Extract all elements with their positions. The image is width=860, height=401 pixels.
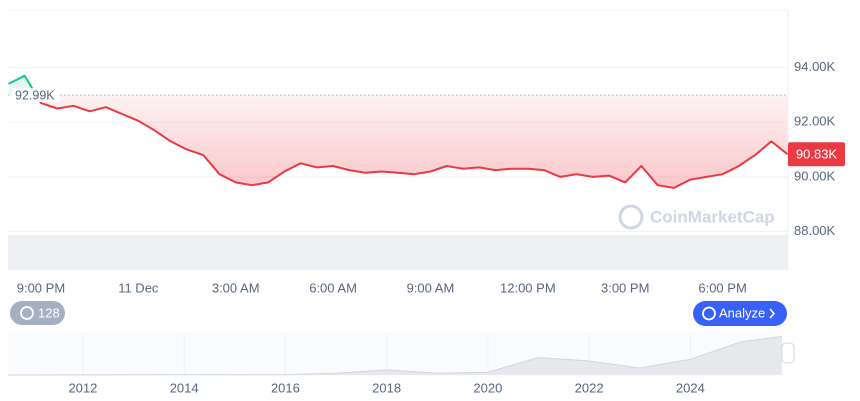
x-tick-label: 2024	[676, 380, 705, 395]
x-tick-label: 3:00 AM	[212, 280, 260, 295]
price-tag: 90.83K	[796, 147, 838, 162]
navigator-handle[interactable]	[781, 342, 795, 364]
x-tick-label: 2012	[68, 380, 97, 395]
x-tick-label: 12:00 PM	[500, 280, 556, 295]
analyze-chevron	[769, 308, 776, 319]
x-tick-label: 2014	[170, 380, 199, 395]
x-tick-label: 2018	[372, 380, 401, 395]
nav-area	[8, 336, 782, 375]
history-badge[interactable]: 128	[10, 301, 65, 325]
x-tick-label: 9:00 PM	[17, 280, 65, 295]
price-line	[35, 95, 789, 189]
y-tick-label: 88.00K	[794, 223, 836, 238]
analyze-bg	[693, 301, 787, 326]
navigator: 2012 2014 2016 2018 2020 2022 2024	[7, 333, 783, 395]
watermark-text: CoinMarketCap	[650, 207, 775, 226]
x-tick-label: 6:00 PM	[698, 280, 746, 295]
analyze-button[interactable]: Analyze	[693, 301, 787, 326]
x-tick-label: 11 Dec	[118, 280, 159, 295]
badge-icon	[20, 306, 34, 320]
x-tick-label: 2020	[473, 380, 502, 395]
y-tick-label: 94.00K	[794, 59, 836, 74]
area-fill	[8, 95, 788, 188]
badge-count: 128	[38, 305, 60, 320]
watermark-logo	[618, 204, 644, 230]
analyze-label: Analyze	[719, 305, 765, 320]
x-tick-label: 2016	[271, 380, 300, 395]
volume-band	[8, 235, 788, 270]
analyze-icon	[702, 306, 716, 321]
x-tick-label: 3:00 PM	[601, 280, 649, 295]
nav-line	[7, 336, 783, 376]
price-tag-bg	[788, 142, 845, 167]
y-tick-label: 90.00K	[794, 168, 836, 183]
baseline-label: 92.99K	[15, 88, 55, 102]
y-tick-label: 92.00K	[794, 114, 836, 129]
x-tick-label: 2022	[575, 380, 604, 395]
x-tick-label: 9:00 AM	[407, 280, 455, 295]
x-tick-label: 6:00 AM	[309, 280, 357, 295]
baseline-label-bg	[12, 88, 60, 103]
main-chart: 88.00K 90.00K 92.00K 94.00K 9:00 PM 11 Dec 3:0…	[8, 59, 845, 295]
watermark: CoinMarketCap	[618, 204, 775, 230]
